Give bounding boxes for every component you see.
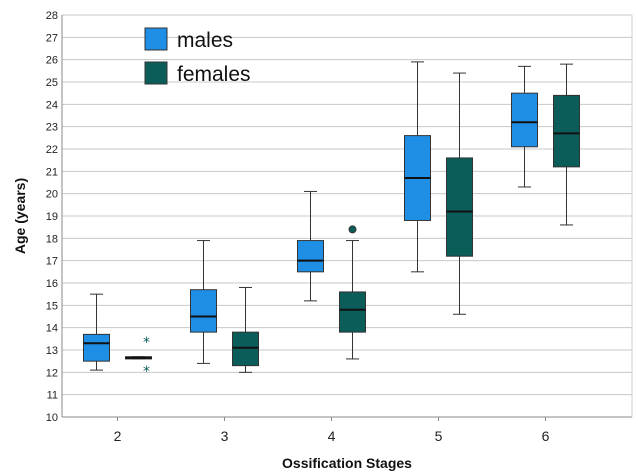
iqr-box — [339, 291, 366, 333]
iqr-box — [511, 92, 538, 148]
box-females-stage-6 — [553, 63, 580, 226]
y-tick-label: 12 — [46, 367, 58, 379]
y-tick-label: 10 — [46, 412, 58, 424]
y-tick-label: 14 — [46, 323, 58, 335]
y-tick-label: 24 — [46, 99, 58, 111]
y-tick-label: 28 — [46, 10, 58, 22]
box-females-stage-2: ** — [125, 335, 152, 380]
box-males-stage-5 — [404, 61, 431, 273]
x-tick-label: 3 — [221, 428, 229, 444]
x-tick-label: 4 — [328, 428, 336, 444]
y-tick-label: 27 — [46, 32, 58, 44]
box-males-stage-4 — [297, 190, 324, 302]
y-tick-label: 20 — [46, 189, 58, 201]
extreme-point: * — [143, 335, 150, 351]
y-tick-label: 21 — [46, 166, 58, 178]
extreme-point: * — [143, 364, 150, 380]
legend: males females — [144, 27, 251, 86]
iqr-box — [232, 331, 259, 367]
x-tick-label: 2 — [114, 428, 122, 444]
y-tick-label: 15 — [46, 300, 58, 312]
y-tick-label: 25 — [46, 77, 58, 89]
y-axis-title: Age (years) — [12, 178, 28, 254]
legend-label-females: females — [177, 63, 251, 86]
legend-label-males: males — [177, 29, 233, 52]
y-tick-label: 23 — [46, 122, 58, 134]
iqr-box — [83, 333, 110, 362]
legend-swatch-males — [144, 27, 168, 51]
y-tick-label: 16 — [46, 278, 58, 290]
iqr-box — [190, 289, 217, 333]
legend-swatch-females — [144, 61, 168, 85]
iqr-box — [446, 157, 473, 257]
box-males-stage-3 — [190, 240, 217, 364]
y-tick-label: 19 — [46, 211, 58, 223]
box-males-stage-6 — [511, 65, 538, 188]
y-tick-label: 26 — [46, 55, 58, 67]
y-tick-label: 22 — [46, 144, 58, 156]
outlier-point — [348, 225, 357, 234]
boxplot-marks: ** — [83, 61, 580, 380]
y-tick-label: 18 — [46, 233, 58, 245]
y-tick-label: 11 — [47, 390, 58, 402]
box-females-stage-3 — [232, 286, 259, 373]
x-tick-label: 6 — [542, 428, 550, 444]
y-tick-label: 13 — [46, 345, 58, 357]
box-females-stage-4 — [339, 225, 366, 360]
iqr-box — [297, 240, 324, 273]
x-axis-title: Ossification Stages — [282, 455, 412, 471]
x-tick-label: 5 — [435, 428, 443, 444]
y-tick-label: 17 — [46, 256, 58, 268]
box-males-stage-2 — [83, 293, 110, 371]
box-females-stage-5 — [446, 72, 473, 315]
iqr-box — [553, 94, 580, 168]
